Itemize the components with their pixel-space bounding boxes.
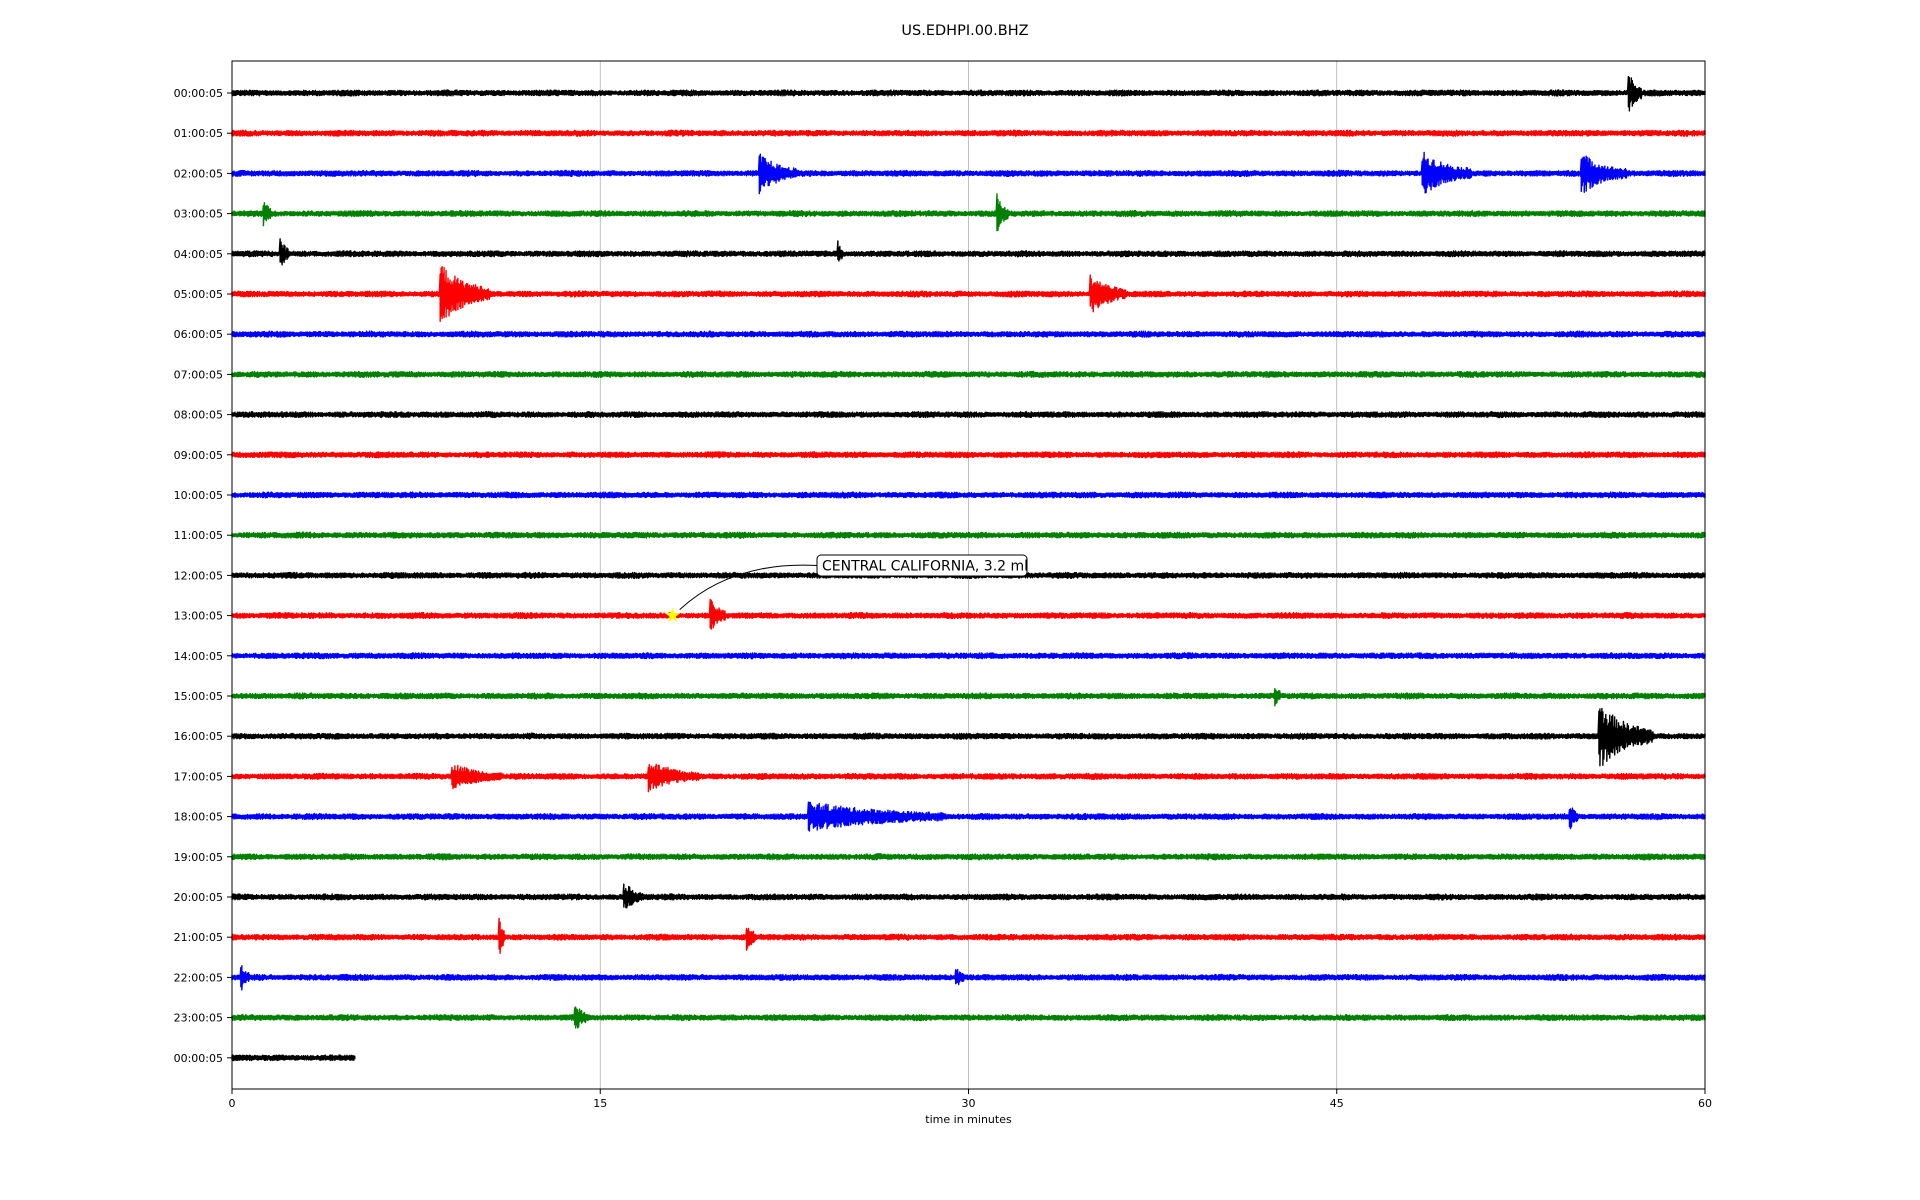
row-label-3: 03:00:05: [174, 208, 223, 221]
trace-rows: [231, 75, 1706, 1062]
x-tick-label-2: 30: [962, 1097, 976, 1110]
row-label-12: 12:00:05: [174, 569, 223, 582]
trace-row-22: [231, 965, 1706, 991]
x-tick-label-4: 60: [1698, 1097, 1712, 1110]
row-label-23: 23:00:05: [174, 1012, 223, 1025]
x-axis-label: time in minutes: [925, 1113, 1012, 1126]
trace-row-23: [231, 1006, 1706, 1029]
annotation-text-0: CENTRAL CALIFORNIA, 3.2 ml: [822, 559, 1028, 575]
trace-row-8: [231, 410, 1706, 419]
trace-row-16: [231, 707, 1706, 767]
trace-row-18: [231, 801, 1706, 832]
row-labels: 00:00:05 01:00:05 02:00:05 03:00:05 04:00:05…: [174, 87, 232, 1065]
row-label-20: 20:00:05: [174, 891, 223, 904]
row-label-24: 00:00:05: [174, 1052, 223, 1065]
trace-row-24: [231, 1054, 356, 1062]
trace-row-21: [231, 917, 1706, 955]
trace-row-13: [231, 598, 1706, 630]
trace-row-9: [231, 451, 1706, 459]
row-label-0: 00:00:05: [174, 87, 223, 100]
trace-row-5: [231, 266, 1706, 322]
trace-row-10: [231, 491, 1706, 499]
trace-row-0: [231, 75, 1706, 112]
trace-row-3: [231, 193, 1706, 232]
trace-row-15: [231, 687, 1706, 707]
row-label-11: 11:00:05: [174, 529, 223, 542]
row-label-8: 08:00:05: [174, 409, 223, 422]
row-label-5: 05:00:05: [174, 288, 223, 301]
trace-row-1: [231, 129, 1706, 137]
row-label-15: 15:00:05: [174, 690, 223, 703]
trace-row-6: [231, 330, 1706, 338]
row-label-17: 17:00:05: [174, 770, 223, 783]
trace-row-20: [231, 883, 1706, 909]
row-label-21: 21:00:05: [174, 931, 223, 944]
x-tick-label-3: 45: [1330, 1097, 1344, 1110]
trace-row-4: [231, 238, 1706, 266]
trace-row-17: [231, 763, 1706, 793]
row-label-6: 06:00:05: [174, 328, 223, 341]
trace-row-19: [231, 853, 1706, 861]
row-label-18: 18:00:05: [174, 811, 223, 824]
event-annotations: CENTRAL CALIFORNIA, 3.2 ml: [664, 554, 1028, 623]
trace-row-2: [231, 151, 1706, 195]
row-label-13: 13:00:05: [174, 610, 223, 623]
row-label-7: 07:00:05: [174, 368, 223, 381]
x-tick-label-0: 0: [229, 1097, 236, 1110]
x-axis-ticks: 0 15 30 45 60: [229, 1089, 1712, 1110]
row-label-2: 02:00:05: [174, 167, 223, 180]
annotation-box-0: [816, 554, 1028, 577]
event-star-marker-0: [664, 607, 681, 623]
row-label-1: 01:00:05: [174, 127, 223, 140]
row-label-19: 19:00:05: [174, 851, 223, 864]
row-label-16: 16:00:05: [174, 730, 223, 743]
trace-row-7: [231, 370, 1706, 379]
row-label-9: 09:00:05: [174, 449, 223, 462]
row-label-10: 10:00:05: [174, 489, 223, 502]
chart-title: US.EDHPI.00.BHZ: [901, 23, 1028, 39]
annotation-arrow-0: [679, 564, 818, 610]
row-label-22: 22:00:05: [174, 971, 223, 984]
trace-row-11: [231, 531, 1706, 539]
trace-row-14: [231, 652, 1706, 660]
x-tick-label-1: 15: [593, 1097, 607, 1110]
plot-frame: [231, 60, 1706, 1090]
row-label-14: 14:00:05: [174, 650, 223, 663]
row-label-4: 04:00:05: [174, 248, 223, 261]
